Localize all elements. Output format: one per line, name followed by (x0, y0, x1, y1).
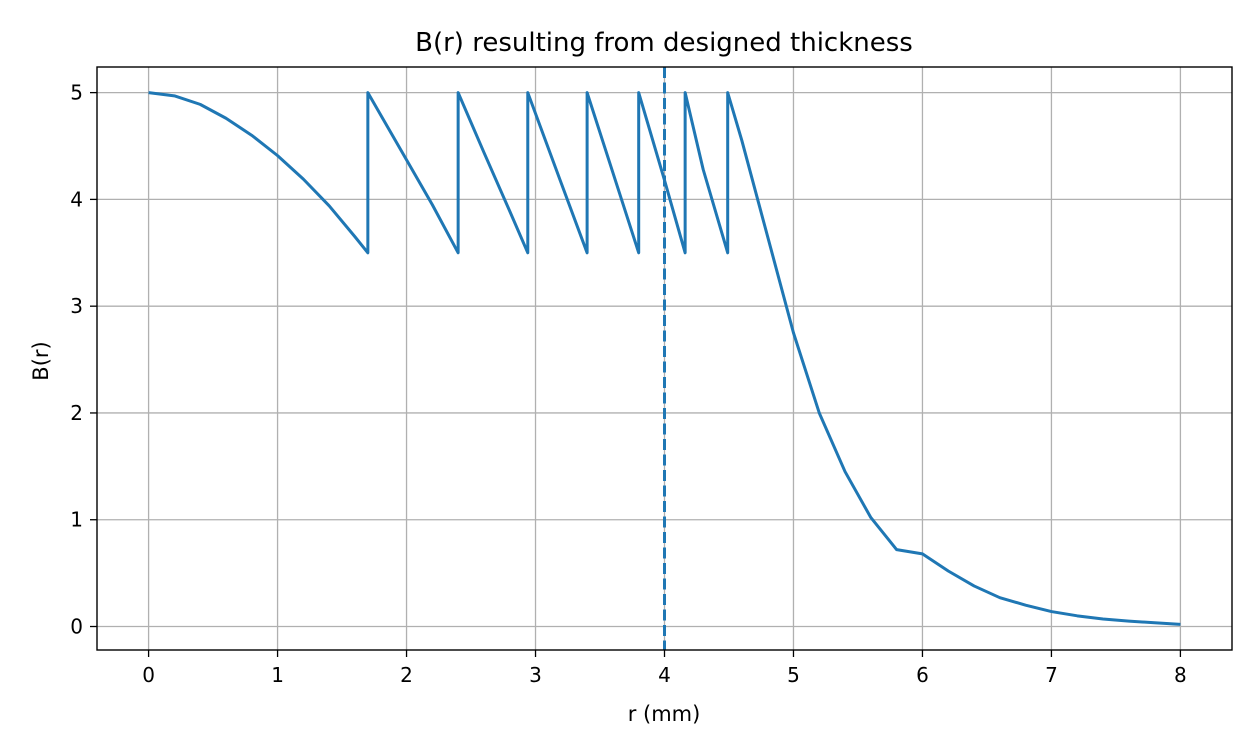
y-tick-label: 4 (70, 187, 83, 211)
y-tick-label: 1 (70, 508, 83, 532)
x-tick-label: 5 (787, 663, 800, 687)
x-tick-label: 4 (658, 663, 671, 687)
y-axis-label: B(r) (29, 341, 53, 380)
y-tick-label: 3 (70, 294, 83, 318)
x-tick-label: 1 (271, 663, 284, 687)
y-tick-label: 5 (70, 81, 83, 105)
chart-title: B(r) resulting from designed thickness (415, 28, 913, 58)
plot-area (148, 67, 1181, 650)
x-tick-label: 2 (400, 663, 413, 687)
y-tick-label: 2 (70, 401, 83, 425)
x-tick-label: 8 (1174, 663, 1187, 687)
plot-frame (96, 66, 1233, 651)
x-tick-label: 0 (142, 663, 155, 687)
x-tick-label: 7 (1045, 663, 1058, 687)
y-tick-label: 0 (70, 615, 83, 639)
x-tick-label: 3 (529, 663, 542, 687)
series-line (148, 91, 1181, 626)
ticks: 0 1 2 3 4 5 6 7 8 0 1 2 3 4 5 (70, 81, 1187, 687)
x-axis-label: r (mm) (628, 702, 701, 726)
x-tick-label: 6 (916, 663, 929, 687)
